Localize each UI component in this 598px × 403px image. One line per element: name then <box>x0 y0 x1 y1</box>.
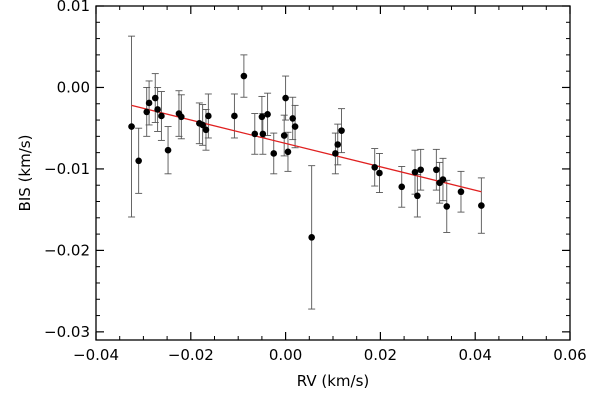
data-point <box>291 123 299 130</box>
data-point <box>158 112 165 120</box>
data-point <box>128 123 135 130</box>
data-point <box>332 150 339 157</box>
x-tick-label: 0.06 <box>553 346 586 364</box>
axis-ticks <box>95 5 571 340</box>
data-point <box>338 127 345 134</box>
data-point <box>282 94 289 102</box>
axis-tick-labels: −0.04 −0.02 0.00 0.02 0.04 0.06 0.01 0.00 −0.01 −… <box>44 0 587 364</box>
data-point <box>240 72 248 80</box>
data-point <box>164 146 172 154</box>
y-tick-label: 0.00 <box>57 78 90 96</box>
data-point <box>371 163 379 171</box>
data-point <box>417 166 424 174</box>
data-point <box>178 113 185 121</box>
data-point <box>457 188 465 196</box>
data-point <box>259 130 267 138</box>
y-tick-label: −0.01 <box>44 160 90 178</box>
data-point <box>433 166 440 174</box>
data-point <box>205 112 212 120</box>
x-tick-label: −0.04 <box>73 346 119 364</box>
y-tick-label: 0.01 <box>57 0 90 15</box>
data-point <box>439 176 447 183</box>
data-point <box>151 94 159 102</box>
x-tick-label: 0.00 <box>269 346 302 364</box>
data-point <box>264 111 271 118</box>
data-point <box>270 150 278 157</box>
x-tick-label: 0.02 <box>364 346 397 364</box>
data-point <box>251 130 259 138</box>
data-point <box>398 183 406 191</box>
data-point <box>199 121 206 129</box>
data-point <box>258 113 266 121</box>
x-axis-label: RV (km/s) <box>297 372 370 390</box>
y-tick-label: −0.02 <box>44 241 90 259</box>
plot-area <box>128 35 485 310</box>
data-point <box>411 168 419 176</box>
data-point <box>135 157 142 165</box>
data-point <box>308 234 315 241</box>
data-point <box>280 132 288 139</box>
linear-fit-line <box>131 104 482 193</box>
data-point <box>334 141 342 148</box>
x-tick-label: −0.02 <box>168 346 214 364</box>
data-point <box>443 203 451 210</box>
data-point <box>154 106 161 113</box>
y-tick-label: −0.03 <box>44 323 90 341</box>
data-point <box>289 115 297 122</box>
data-point <box>376 169 383 177</box>
data-point <box>145 99 153 107</box>
data-point <box>202 126 210 134</box>
data-point <box>414 192 421 200</box>
data-point <box>143 108 151 116</box>
data-point <box>284 148 292 156</box>
y-axis-label: BIS (km/s) <box>16 135 34 212</box>
data-point <box>231 112 238 120</box>
x-tick-label: 0.04 <box>458 346 491 364</box>
data-point <box>478 202 485 209</box>
